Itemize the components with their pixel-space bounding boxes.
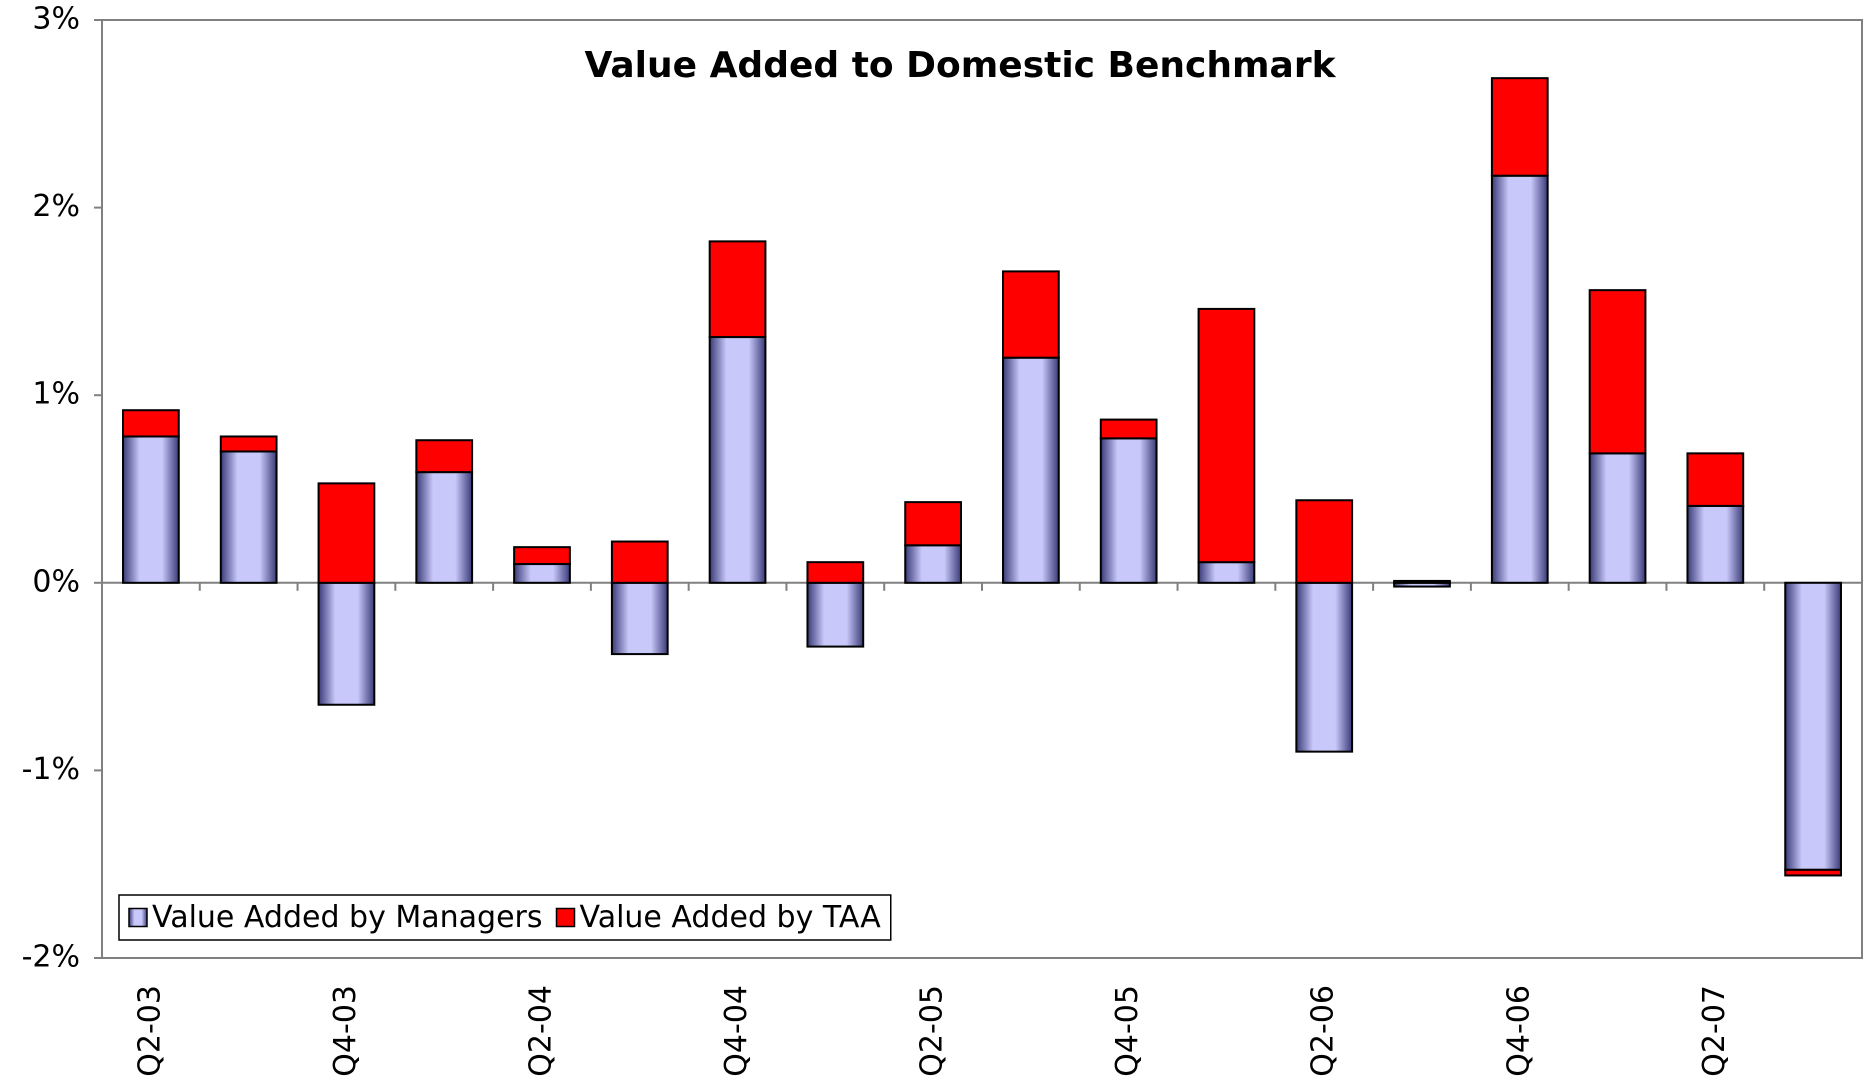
x-tick-label: Q2-05 <box>915 985 950 1077</box>
bar-segment <box>904 501 962 547</box>
bar-segment <box>1490 174 1549 584</box>
bar-segment <box>708 240 767 339</box>
y-tick-label: -1% <box>22 752 80 787</box>
bar-segment <box>415 439 474 474</box>
legend: Value Added by Managers Value Added by TA… <box>118 894 892 941</box>
bar-segment <box>1002 270 1060 359</box>
bar-segment <box>219 450 278 584</box>
x-tick-label: Q2-06 <box>1306 985 1341 1077</box>
bar-segment <box>1099 437 1158 584</box>
bar-segment <box>317 482 376 584</box>
y-tick-label: 0% <box>32 564 80 599</box>
x-tick-label: Q2-04 <box>524 985 559 1077</box>
bar-segment <box>1197 561 1256 584</box>
bar-segment <box>1686 504 1745 584</box>
bar-segment <box>1099 418 1158 440</box>
bar-segment <box>1784 581 1842 871</box>
x-tick-label: Q4-03 <box>328 985 363 1077</box>
bar-segment <box>1588 452 1647 584</box>
bar-segment <box>806 581 865 648</box>
plot-area <box>101 19 1863 959</box>
bar-segment <box>1588 289 1647 455</box>
bar-segment <box>610 540 669 584</box>
bar-segment <box>415 471 474 584</box>
bar-segment <box>1295 499 1354 584</box>
x-tick-label: Q4-05 <box>1110 985 1145 1077</box>
bar-segment <box>1686 452 1745 507</box>
chart-title: Value Added to Domestic Benchmark <box>584 45 1336 86</box>
x-tick-label: Q2-03 <box>132 985 167 1077</box>
y-tick-label: 2% <box>32 189 80 224</box>
bar-segment <box>122 409 180 438</box>
bar-segment <box>1197 307 1256 564</box>
x-tick-label: Q4-04 <box>719 985 754 1077</box>
y-tick-label: 1% <box>32 377 80 412</box>
legend-box <box>118 894 892 941</box>
bar-segment <box>1295 581 1354 753</box>
bar-segment <box>806 561 865 584</box>
bar-segment <box>610 581 669 656</box>
bar-segment <box>1784 868 1842 877</box>
bar-segment <box>904 544 962 584</box>
x-tick-label: Q2-07 <box>1697 985 1732 1077</box>
legend-swatch <box>555 907 576 928</box>
bar-segment <box>317 581 376 706</box>
bar-segment <box>708 336 767 584</box>
bar-segment <box>1002 356 1060 584</box>
bar-segment <box>513 563 571 584</box>
legend-swatch <box>128 907 148 928</box>
bar-segment <box>122 435 180 584</box>
bar-segment <box>219 435 278 453</box>
legend-label: Value Added by Managers <box>152 900 543 935</box>
legend-label: Value Added by TAA <box>580 900 882 935</box>
y-tick-label: 3% <box>32 2 80 37</box>
y-tick-label: -2% <box>22 940 80 975</box>
x-tick-label: Q4-06 <box>1501 985 1536 1077</box>
bar-segment <box>1393 579 1451 584</box>
bar-segment <box>513 546 571 566</box>
bar-segment <box>1490 77 1549 177</box>
